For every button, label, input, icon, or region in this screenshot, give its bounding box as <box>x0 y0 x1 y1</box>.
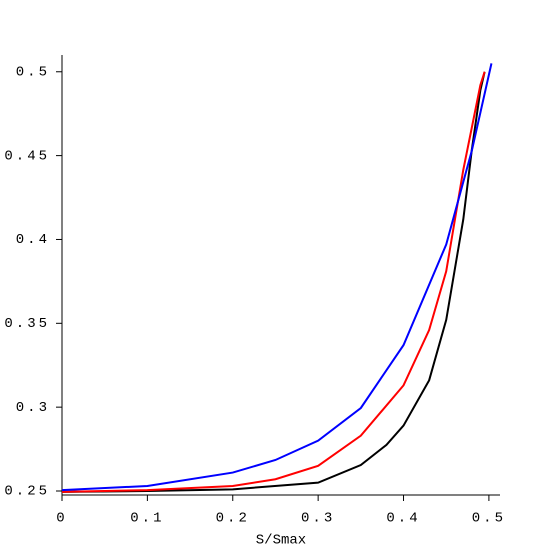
curve <box>61 63 493 492</box>
curve <box>61 71 486 493</box>
y-tick-label: 0.4 <box>16 232 50 248</box>
x-tick-label: 0.2 <box>216 511 250 527</box>
y-tick-label: 0.5 <box>16 64 50 80</box>
y-tick-label: 0.35 <box>4 316 50 332</box>
x-axis-label: S/Smax <box>256 533 306 549</box>
x-tick-label: 0.3 <box>301 511 335 527</box>
x-tick-label: 0.4 <box>386 511 420 527</box>
x-tick-label: 0.5 <box>472 511 506 527</box>
x-tick-label: 0.1 <box>130 511 164 527</box>
x-tick-label: 0 <box>56 511 67 527</box>
y-tick-label: 0.3 <box>16 400 50 416</box>
y-tick-label: 0.45 <box>4 148 50 164</box>
y-tick-label: 0.25 <box>4 484 50 500</box>
curve <box>61 71 486 493</box>
